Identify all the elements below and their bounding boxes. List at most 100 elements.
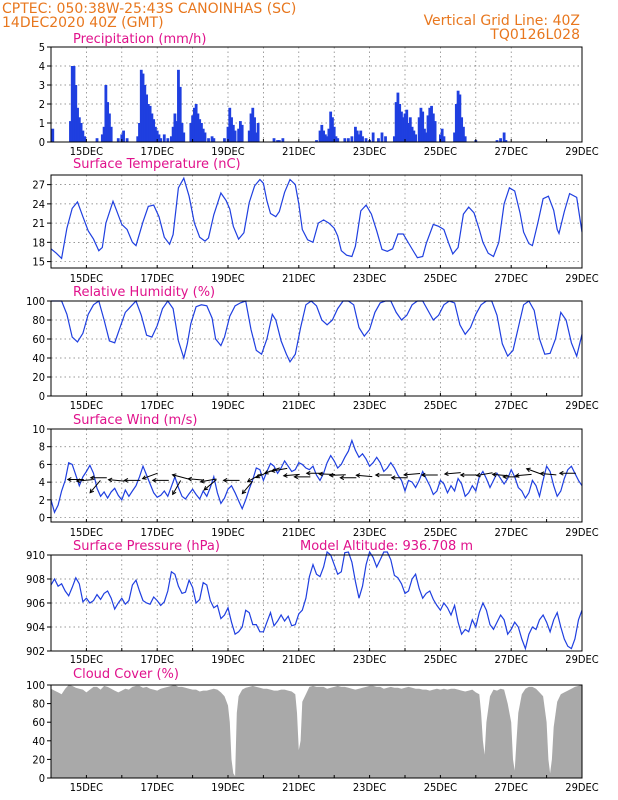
wind-arrow-head <box>539 471 545 477</box>
precip-bar <box>361 136 364 142</box>
precip-bar <box>203 132 207 142</box>
precip-bar <box>325 136 329 142</box>
wind-arrow <box>241 481 253 495</box>
wind-arrow <box>390 475 408 481</box>
x-tick-label: 25DEC <box>424 272 457 285</box>
wind-arrow-head <box>514 473 520 478</box>
x-tick-label: 23DEC <box>353 526 386 539</box>
precip-bar <box>343 138 347 142</box>
precip-bar <box>380 132 384 142</box>
y-tick-label: 100 <box>26 679 45 692</box>
temp-line <box>50 176 583 260</box>
precip-bar <box>277 140 281 142</box>
panel-subtitle: Model Altitude: 936.708 m <box>300 539 473 554</box>
wind-arrow <box>420 472 438 478</box>
precip-bar <box>329 111 333 142</box>
wind-arrow-shaft <box>283 473 300 477</box>
precip-bar <box>166 138 170 142</box>
x-tick-label: 19DEC <box>211 653 244 666</box>
precip-bar <box>354 126 357 142</box>
wind-arrow <box>141 472 158 480</box>
y-tick-label: 20 <box>32 371 45 384</box>
wind-arrow-head <box>203 486 209 491</box>
wind-arrow-head <box>246 478 252 483</box>
precip-bar <box>154 126 157 142</box>
precip-bar <box>332 126 336 142</box>
x-tick-label: 27DEC <box>495 653 528 666</box>
precip-bar <box>145 94 148 142</box>
wind-arrow-head <box>255 474 261 479</box>
wind-arrow <box>475 472 493 478</box>
precip-bar <box>157 134 161 142</box>
panel-title: Surface Wind (m/s) <box>73 413 197 428</box>
wind-arrow <box>123 478 141 483</box>
wind-arrow-shaft <box>476 472 493 477</box>
precip-bar <box>146 104 150 142</box>
precip-bar <box>462 126 465 142</box>
x-tick-label: 19DEC <box>211 526 244 539</box>
precip-bar <box>171 126 175 142</box>
precip-bar <box>120 134 124 142</box>
precip-bar <box>453 132 456 142</box>
y-tick-label: 906 <box>26 597 45 610</box>
x-tick-label: 21DEC <box>282 653 315 666</box>
precip-bar <box>182 132 186 142</box>
wind-arrow <box>203 479 217 491</box>
wind-arrow-head <box>141 475 147 480</box>
precip-bar <box>426 115 430 142</box>
precip-bar <box>322 130 325 142</box>
precip-bar <box>238 121 242 142</box>
precip-bar <box>495 140 499 142</box>
wind-arrow-head <box>318 471 323 477</box>
precip-bar <box>173 113 177 142</box>
precip-bar <box>194 104 198 142</box>
precip-bar <box>346 138 350 142</box>
y-tick-label: 0 <box>39 772 45 785</box>
precip-bar <box>148 105 152 142</box>
precip-bar <box>138 123 141 142</box>
wind-arrow-head <box>263 470 269 475</box>
precip-bar <box>504 140 508 142</box>
precip-bar <box>155 130 159 142</box>
y-tick-label: 902 <box>26 645 45 658</box>
precip-bar <box>440 128 444 142</box>
wind-arrow-shaft <box>142 472 158 480</box>
panel-humidity: Relative Humidity (%) 0 20 40 60 80 100 15DEC 17… <box>26 285 599 412</box>
wind-arrow <box>558 470 576 476</box>
wind-arrow-shaft <box>247 473 262 483</box>
wind-arrow-head <box>459 472 465 478</box>
precip-bar <box>454 104 458 142</box>
precip-bar <box>152 119 156 142</box>
wind-arrow <box>282 473 300 478</box>
wind-arrow-head <box>374 472 380 478</box>
wind-arrow <box>525 467 542 475</box>
wind-arrow-head <box>328 472 334 478</box>
x-tick-label: 29DEC <box>565 653 598 666</box>
y-tick-label: 5 <box>39 41 45 54</box>
header-model-id: TQ0126L028 <box>489 27 580 43</box>
pressure-line <box>50 550 583 651</box>
precip-bar <box>458 94 462 142</box>
y-tick-label: 10 <box>32 423 45 436</box>
x-tick-label: 29DEC <box>565 399 598 412</box>
precip-bar <box>104 85 108 142</box>
precip-bar <box>207 138 210 142</box>
precip-bar <box>189 123 193 142</box>
wind-arrow-head <box>390 475 396 481</box>
y-tick-label: 904 <box>26 621 45 634</box>
wind-arrow-shaft <box>76 479 93 482</box>
x-tick-label: 21DEC <box>282 526 315 539</box>
precip-bar <box>231 124 235 142</box>
wind-arrow-head <box>558 470 564 476</box>
wind-arrow-head <box>403 472 408 477</box>
precip-bar <box>384 136 387 142</box>
precip-bar <box>430 105 433 142</box>
x-tick-label: 17DEC <box>141 272 174 285</box>
precip-bar <box>175 121 179 142</box>
wind-arrow <box>187 476 205 482</box>
precip-bar <box>233 130 237 142</box>
wind-arrow <box>403 472 421 477</box>
x-tick-label: 29DEC <box>565 272 598 285</box>
precip-bar <box>139 69 143 142</box>
